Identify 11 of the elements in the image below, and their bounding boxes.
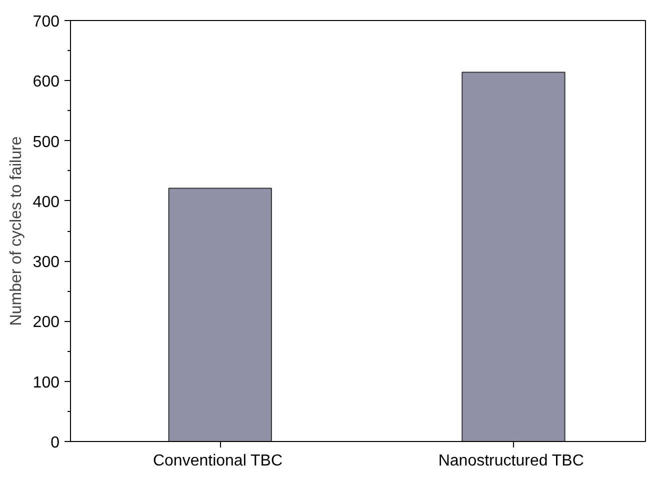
y-tick-label: 100 bbox=[32, 374, 60, 392]
y-tick-label: 0 bbox=[50, 434, 60, 452]
y-tick-label: 400 bbox=[32, 194, 60, 211]
x-tick-label: Nanostructured TBC bbox=[438, 452, 584, 470]
y-tick-label: 700 bbox=[32, 14, 60, 30]
y-tick-label: 200 bbox=[32, 314, 60, 332]
y-tick-label: 600 bbox=[32, 74, 60, 91]
y-axis-title: Number of cycles to failure bbox=[8, 136, 25, 326]
x-tick-label: Conventional TBC bbox=[152, 452, 283, 470]
y-tick-label: 500 bbox=[32, 134, 60, 151]
y-tick-label: 300 bbox=[32, 254, 60, 272]
